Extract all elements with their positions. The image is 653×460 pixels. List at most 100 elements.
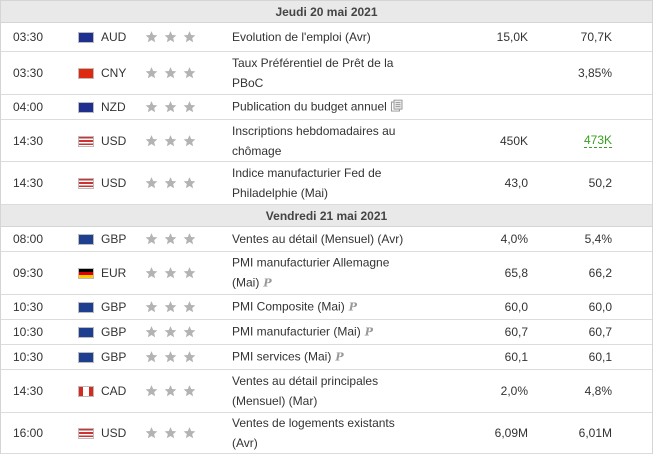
flag-gb-icon bbox=[78, 234, 94, 245]
actual-value[interactable]: 473K bbox=[583, 132, 612, 148]
event-name[interactable]: Indice manufacturier Fed de Philadelphie… bbox=[232, 163, 417, 203]
event-row[interactable]: 16:00 USD Ventes de logements existants (A… bbox=[1, 413, 652, 454]
event-row[interactable]: 14:30 CAD Ventes au détail principales (Me… bbox=[1, 370, 652, 413]
event-title[interactable]: Publication du budget annuel bbox=[232, 99, 387, 114]
star-icon bbox=[182, 134, 197, 148]
event-title[interactable]: Indice manufacturier Fed de Philadelphie… bbox=[232, 166, 382, 200]
star-icon bbox=[144, 266, 159, 280]
event-time: 14:30 bbox=[13, 176, 44, 190]
event-name[interactable]: Ventes de logements existants (Avr) bbox=[232, 413, 417, 453]
event-time: 09:30 bbox=[13, 266, 44, 280]
event-name[interactable]: Inscriptions hebdomadaires au chômage bbox=[232, 121, 417, 161]
event-title[interactable]: Evolution de l'emploi (Avr) bbox=[232, 30, 371, 44]
star-icon bbox=[163, 384, 178, 398]
actual-value: 4,8% bbox=[584, 384, 612, 398]
importance-stars bbox=[144, 134, 197, 148]
event-title[interactable]: PMI manufacturier (Mai) bbox=[232, 324, 361, 339]
star-icon bbox=[144, 100, 159, 114]
event-row[interactable]: 14:30 USD Inscriptions hebdomadaires au ch… bbox=[1, 120, 652, 162]
previous-value: 60,7 bbox=[504, 325, 528, 339]
event-row[interactable]: 14:30 USD Indice manufacturier Fed de Phil… bbox=[1, 162, 652, 205]
actual-value: 60,1 bbox=[588, 350, 612, 364]
previous-value: 60,0 bbox=[504, 300, 528, 314]
event-time: 10:30 bbox=[13, 325, 44, 339]
star-icon bbox=[144, 350, 159, 364]
star-icon bbox=[163, 325, 178, 339]
previous-value: 450K bbox=[499, 133, 528, 148]
event-title[interactable]: Ventes au détail (Mensuel) (Avr) bbox=[232, 232, 404, 246]
importance-stars bbox=[144, 384, 197, 398]
event-row[interactable]: 04:00 NZD Publication du budget annuel bbox=[1, 95, 652, 120]
event-row[interactable]: 03:30 AUD Evolution de l'emploi (Avr) 15,0K… bbox=[1, 23, 652, 52]
flag-gb-icon bbox=[78, 352, 94, 363]
currency-code: USD bbox=[101, 133, 127, 148]
event-name[interactable]: PMI manufacturier (Mai) P bbox=[232, 322, 417, 343]
event-name[interactable]: Ventes au détail (Mensuel) (Avr) bbox=[232, 229, 417, 249]
event-name[interactable]: Publication du budget annuel bbox=[232, 97, 417, 118]
previous-value: 2,0% bbox=[500, 384, 528, 398]
importance-stars bbox=[144, 232, 197, 246]
star-icon bbox=[163, 266, 178, 280]
star-icon bbox=[182, 325, 197, 339]
star-icon bbox=[163, 66, 178, 80]
star-icon bbox=[144, 300, 159, 314]
event-title[interactable]: PMI Composite (Mai) bbox=[232, 299, 345, 314]
actual-value: 5,4% bbox=[584, 232, 612, 246]
flag-au-icon bbox=[78, 32, 94, 43]
event-name[interactable]: PMI services (Mai) P bbox=[232, 347, 417, 368]
event-title[interactable]: PMI manufacturier Allemagne (Mai) bbox=[232, 255, 390, 290]
event-title[interactable]: Taux Préférentiel de Prêt de la PBoC bbox=[232, 56, 394, 90]
preliminary-p-icon: P bbox=[335, 350, 344, 364]
star-icon bbox=[163, 426, 178, 440]
flag-nz-icon bbox=[78, 102, 94, 113]
star-icon bbox=[182, 176, 197, 190]
event-row[interactable]: 09:30 EUR PMI manufacturier Allemagne (Mai… bbox=[1, 252, 652, 295]
currency-code: USD bbox=[101, 176, 127, 190]
previous-value: 6,09M bbox=[494, 426, 528, 440]
event-row[interactable]: 10:30 GBP PMI services (Mai) P 60,1 60,1 bbox=[1, 345, 652, 370]
currency-code: EUR bbox=[101, 266, 127, 280]
flag-gb-icon bbox=[78, 327, 94, 338]
star-icon bbox=[163, 300, 178, 314]
flag-de-icon bbox=[78, 268, 94, 279]
star-icon bbox=[163, 176, 178, 190]
importance-stars bbox=[144, 66, 197, 80]
previous-value: 15,0K bbox=[496, 30, 528, 44]
document-icon[interactable] bbox=[390, 97, 403, 117]
event-row[interactable]: 10:30 GBP PMI Composite (Mai) P 60,0 60,0 bbox=[1, 295, 652, 320]
event-row[interactable]: 08:00 GBP Ventes au détail (Mensuel) (Avr)… bbox=[1, 227, 652, 252]
flag-us-icon bbox=[78, 428, 94, 439]
event-name[interactable]: PMI manufacturier Allemagne (Mai) P bbox=[232, 253, 417, 294]
flag-gb-icon bbox=[78, 302, 94, 313]
event-name[interactable]: Ventes au détail principales (Mensuel) (… bbox=[232, 371, 417, 411]
star-icon bbox=[163, 30, 178, 44]
star-icon bbox=[182, 266, 197, 280]
previous-value: 65,8 bbox=[504, 266, 528, 280]
event-name[interactable]: Evolution de l'emploi (Avr) bbox=[232, 27, 417, 47]
event-name[interactable]: Taux Préférentiel de Prêt de la PBoC bbox=[232, 53, 417, 93]
event-title[interactable]: PMI services (Mai) bbox=[232, 349, 332, 364]
star-icon bbox=[144, 30, 159, 44]
flag-us-icon bbox=[78, 135, 94, 147]
actual-value: 60,7 bbox=[588, 325, 612, 339]
event-time: 08:00 bbox=[13, 232, 44, 246]
event-name[interactable]: PMI Composite (Mai) P bbox=[232, 297, 417, 318]
event-title[interactable]: Ventes de logements existants (Avr) bbox=[232, 416, 395, 450]
currency-code: CNY bbox=[101, 66, 127, 80]
event-title[interactable]: Inscriptions hebdomadaires au chômage bbox=[232, 123, 396, 158]
event-row[interactable]: 10:30 GBP PMI manufacturier (Mai) P 60,7 60,7 bbox=[1, 320, 652, 345]
event-time: 03:30 bbox=[13, 66, 44, 80]
currency-code: GBP bbox=[101, 300, 127, 314]
star-icon bbox=[182, 30, 197, 44]
event-title[interactable]: Ventes au détail principales (Mensuel) (… bbox=[232, 374, 379, 408]
star-icon bbox=[144, 384, 159, 398]
actual-value: 60,0 bbox=[588, 300, 612, 314]
star-icon bbox=[182, 100, 197, 114]
event-row[interactable]: 03:30 CNY Taux Préférentiel de Prêt de la … bbox=[1, 52, 652, 95]
star-icon bbox=[144, 176, 159, 190]
currency-code: USD bbox=[101, 426, 127, 440]
actual-value: 50,2 bbox=[588, 176, 612, 190]
event-time: 03:30 bbox=[13, 30, 44, 44]
importance-stars bbox=[144, 176, 197, 190]
